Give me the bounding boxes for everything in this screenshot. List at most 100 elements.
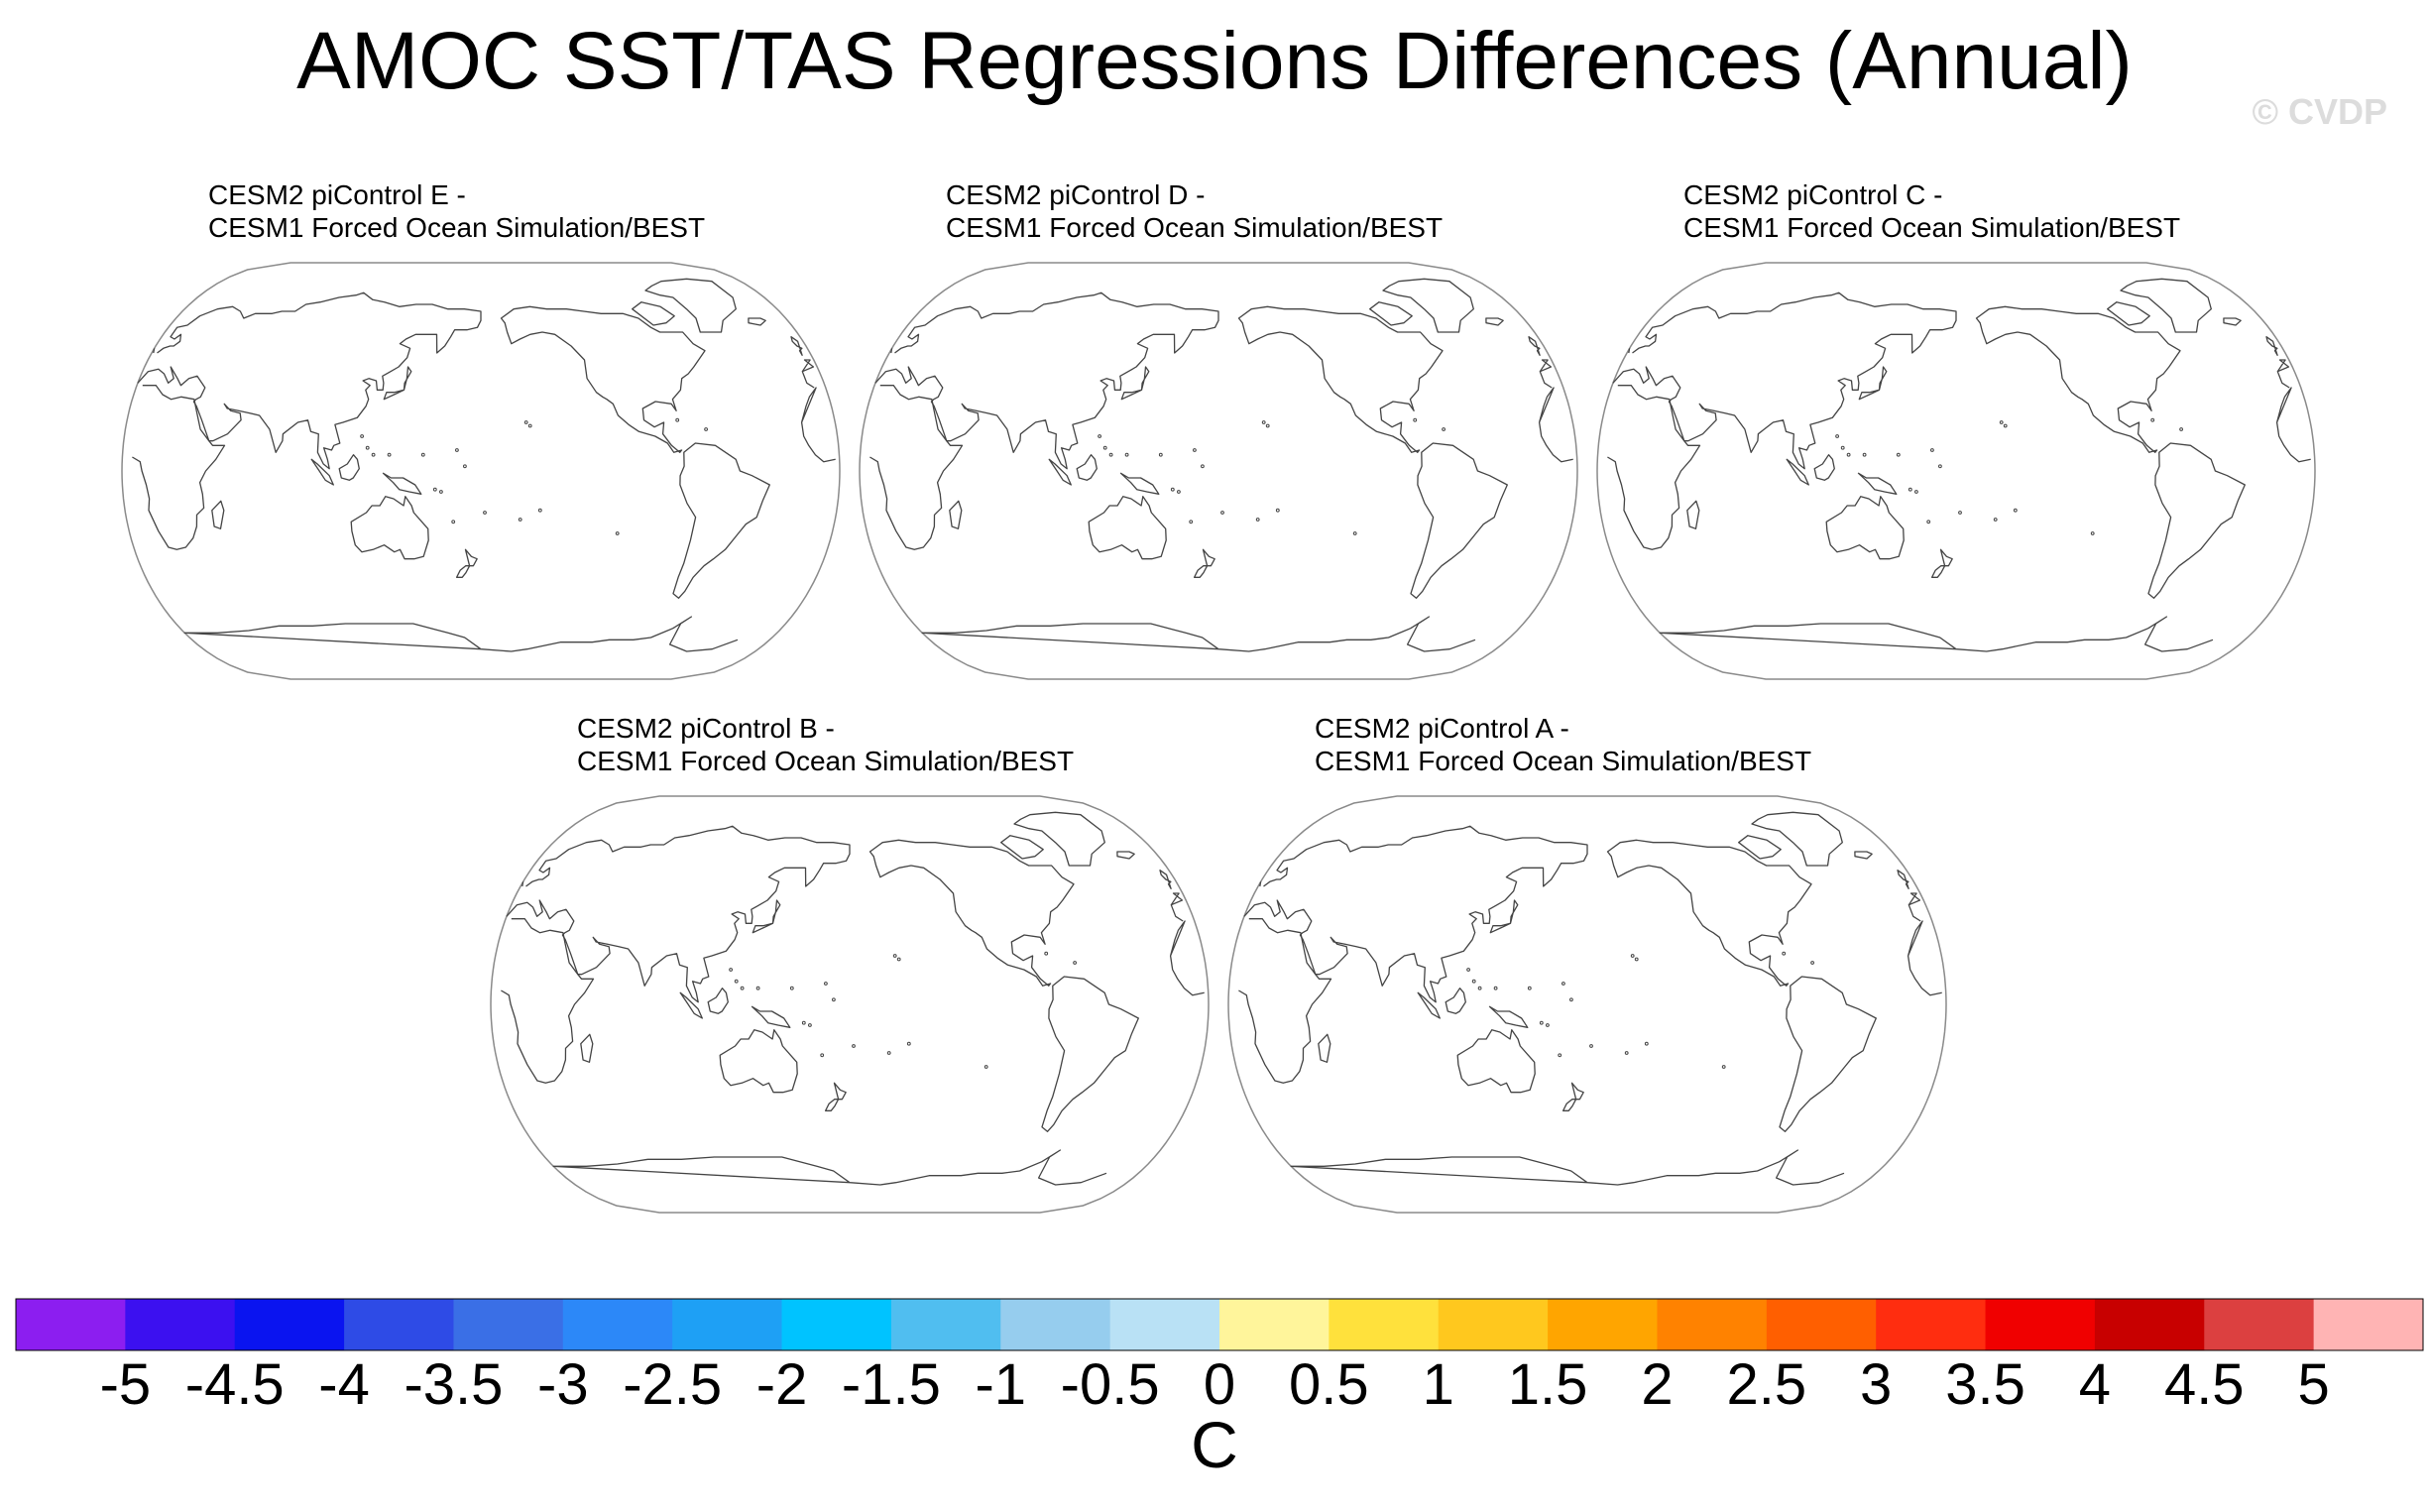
coast-new-zealand (464, 548, 478, 567)
coast-japan (1120, 366, 1150, 401)
coast-small-island (1896, 452, 1901, 457)
colorbar-swatch (1766, 1299, 1877, 1350)
coast-small-island (1158, 452, 1163, 457)
coast-antarctica (1290, 1149, 1845, 1186)
coast-small-island (615, 531, 620, 535)
coast-greenland (644, 278, 737, 333)
coast-antarctica (921, 616, 1476, 652)
colorbar-swatch (781, 1299, 892, 1350)
coast-baffin (632, 301, 675, 326)
coast-greenland (2120, 278, 2212, 333)
colorbar-tick-label: 4.5 (2164, 1352, 2245, 1408)
coast-sumatra (1417, 991, 1441, 1019)
coast-small-island (1999, 420, 2004, 424)
coast-eurasia (1243, 825, 1921, 1003)
coast-baffin (1738, 835, 1782, 860)
coast-small-island (1044, 951, 1049, 956)
coast-south-america (2147, 442, 2246, 599)
coast-small-island (432, 487, 437, 492)
coast-small-island (1102, 445, 1107, 450)
coast-small-island (1562, 982, 1565, 986)
coast-small-island (523, 420, 528, 424)
coast-eurasia (137, 291, 815, 470)
map-panel-a: CESM2 piControl A - CESM1 Forced Ocean S… (1225, 712, 1949, 1227)
coast-small-island (808, 1023, 812, 1027)
figure-title: AMOC SST/TAS Regressions Differences (An… (296, 16, 2133, 106)
coast-small-island (704, 427, 708, 431)
coast-australia (1456, 1029, 1536, 1094)
coast-small-island (1914, 490, 1918, 494)
colorbar-swatch (234, 1299, 345, 1350)
coast-iceland (1854, 851, 1873, 860)
colorbar-tick-label: 3 (1860, 1352, 1892, 1408)
coast-iceland (1116, 851, 1135, 860)
colorbar-tick-label: -3.5 (404, 1352, 503, 1408)
coast-greenland (1751, 811, 1843, 867)
panel-title-line1: CESM2 piControl B - (577, 713, 835, 744)
panel-title-line2: CESM1 Forced Ocean Simulation/BEST (1315, 746, 1812, 776)
panel-title-line2: CESM1 Forced Ocean Simulation/BEST (208, 212, 706, 243)
coast-japan (1858, 366, 1888, 401)
colorbar-tick-label: 0.5 (1289, 1352, 1369, 1408)
colorbar-swatch (2204, 1299, 2315, 1350)
coast-small-island (420, 452, 425, 457)
coast-small-island (1644, 1041, 1649, 1046)
coast-antarctica (1659, 616, 2214, 652)
coast-madagascar (580, 1033, 594, 1063)
colorbar-swatch (1219, 1299, 1330, 1350)
coast-japan (383, 366, 412, 401)
panel-title-line2: CESM1 Forced Ocean Simulation/BEST (1683, 212, 2181, 243)
coast-new-zealand (833, 1082, 847, 1101)
coast-borneo (1813, 454, 1835, 481)
colorbar-swatch (1657, 1299, 1768, 1350)
coast-small-island (1810, 961, 1814, 965)
colorbar-swatch (890, 1299, 1001, 1350)
coast-small-island (365, 445, 370, 450)
coast-greenland (1013, 811, 1105, 867)
map-panel-e: CESM2 piControl E - CESM1 Forced Ocean S… (119, 178, 843, 694)
coast-small-island (892, 954, 897, 958)
coast-south-america (1410, 442, 1508, 599)
coast-small-island (1261, 420, 1266, 424)
coast-north-america (1975, 305, 2181, 453)
coast-north-america (868, 839, 1075, 987)
coast-south-america (1041, 976, 1139, 1132)
map-border (1227, 795, 1947, 1214)
coast-small-island (1835, 434, 1840, 438)
coast-south-america (672, 442, 770, 599)
coast-new-zealand (1570, 1082, 1584, 1101)
colorbar-outline (15, 1298, 2424, 1351)
coast-new-zealand-south (455, 565, 471, 578)
coast-small-island (537, 508, 542, 513)
colorbar-swatch (453, 1299, 564, 1350)
coast-new-zealand-south (1930, 565, 1946, 578)
coast-small-island (483, 511, 487, 515)
coast-madagascar (949, 500, 963, 529)
coast-small-island (2150, 417, 2155, 422)
coast-japan (752, 899, 781, 934)
coast-new-zealand-south (824, 1099, 840, 1111)
coast-small-island (824, 982, 828, 986)
coast-small-island (1201, 464, 1205, 469)
coast-small-island (1170, 487, 1175, 492)
coast-small-island (740, 986, 745, 990)
coast-small-island (451, 520, 456, 524)
coast-small-island (1466, 968, 1471, 972)
coast-small-island (1539, 1020, 1544, 1025)
coast-small-island (1846, 452, 1851, 457)
coast-borneo (1445, 988, 1466, 1014)
coast-small-island (1589, 1044, 1593, 1048)
map-panel-b: CESM2 piControl B - CESM1 Forced Ocean S… (488, 712, 1212, 1227)
colorbar-units: C (1191, 1408, 1238, 1481)
colorbar-swatch (2094, 1299, 2205, 1350)
coast-small-island (1352, 531, 1357, 535)
coast-new-zealand (1939, 548, 1953, 567)
coast-iceland (748, 317, 766, 326)
colorbar-swatch (1548, 1299, 1658, 1350)
colorbar-swatch (1329, 1299, 1440, 1350)
coast-small-island (1938, 464, 1942, 469)
coast-small-island (906, 1041, 911, 1046)
colorbar-tick-label: -2.5 (623, 1352, 722, 1408)
coast-small-island (1782, 951, 1787, 956)
coast-small-island (1908, 487, 1912, 492)
